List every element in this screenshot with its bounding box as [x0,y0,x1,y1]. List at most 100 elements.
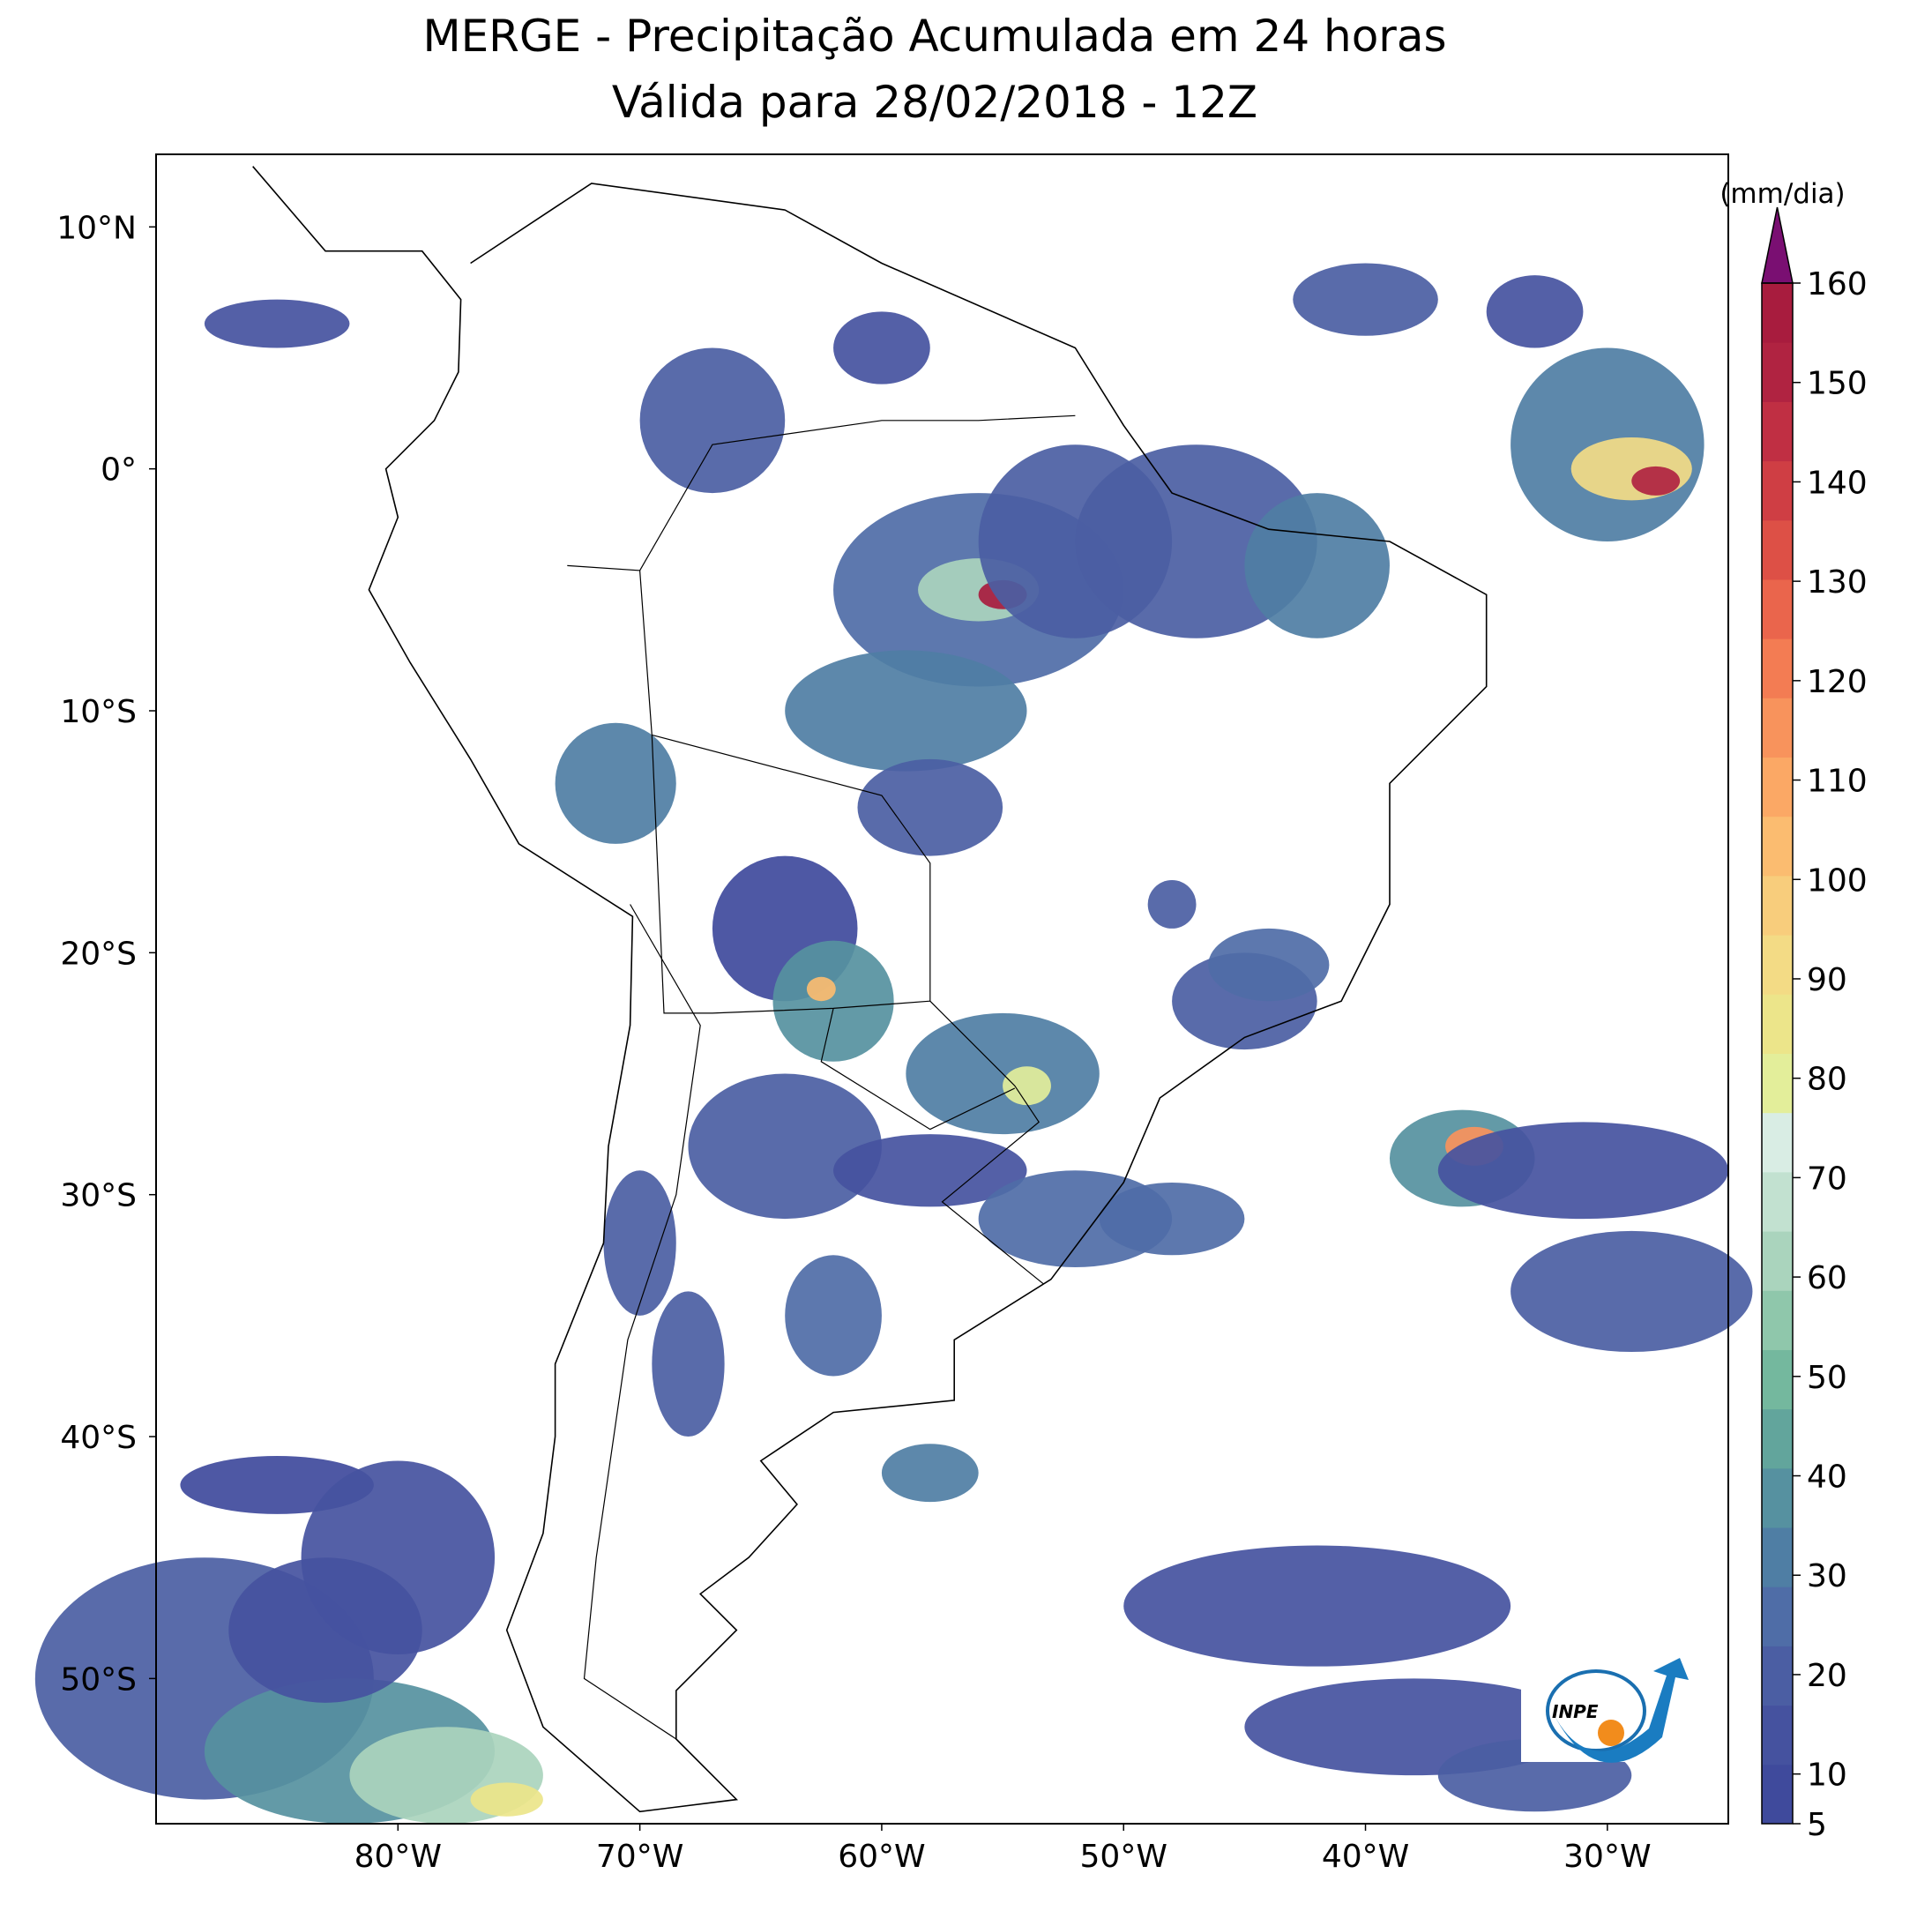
colorbar-band [1762,1349,1793,1410]
x-tick-label: 30°W [1563,1839,1651,1875]
border [651,735,930,1014]
colorbar-tick-label: 90 [1807,962,1847,998]
colorbar-band [1762,579,1793,639]
map-frame [155,153,1729,1825]
precip-patch [688,1073,882,1220]
colorbar-band [1762,1112,1793,1173]
precip-patch [1486,275,1584,348]
colorbar-band [1762,816,1793,877]
precip-patch [1123,1545,1511,1667]
inpe-logo: INPE [1521,1616,1712,1763]
colorbar-tick-label: 150 [1807,366,1868,402]
precip-patch [204,299,350,348]
precip-patch [470,1782,543,1817]
colorbar-band [1762,1171,1793,1232]
colorbar-tick-label: 100 [1807,862,1868,899]
border [820,1008,1016,1131]
logo-arrow [1552,1658,1689,1763]
precip-patch [1631,466,1681,496]
border [583,904,701,1740]
colorbar-band [1762,1527,1793,1587]
precip-patch [1293,263,1438,336]
colorbar: 5 10 20 30 40 50 60 70 80 90 100 110 120 130 140 150 160… [1719,178,1867,1843]
x-tick-label: 80°W [354,1839,442,1875]
colorbar-tick-label: 110 [1807,764,1868,800]
colorbar-tick-label: 60 [1807,1260,1847,1296]
colorbar-band [1762,1408,1793,1469]
precip-patch [639,347,786,494]
x-tick-label: 60°W [838,1839,925,1875]
precip-patch [1437,1122,1728,1220]
colorbar-tick-label: 5 [1807,1807,1827,1843]
colorbar-band [1762,519,1793,580]
colorbar-band [1762,342,1793,402]
x-tick-label: 40°W [1322,1839,1409,1875]
x-tick-label: 50°W [1080,1839,1167,1875]
colorbar-band [1762,1467,1793,1528]
colorbar-band [1762,935,1793,995]
precip-patch [833,1134,1027,1207]
logo-text: INPE [1552,1701,1599,1722]
y-tick-label: 10°S [60,694,137,730]
colorbar-band [1762,283,1793,343]
precip-patch [1003,1066,1051,1106]
colorbar-tick-label: 70 [1807,1161,1847,1197]
y-tick-label: 30°S [60,1178,137,1214]
precip-patch [1147,880,1197,929]
precip-patch [555,722,676,844]
colorbar-band [1762,698,1793,758]
colorbar-tick-label: 130 [1807,564,1868,601]
border [639,414,1076,571]
logo-ring [1546,1669,1646,1752]
colorbar-tick-label: 20 [1807,1658,1847,1694]
precip-patch [652,1291,725,1437]
colorbar-tick-label: 40 [1807,1459,1847,1496]
y-tick-label: 0° [101,452,137,489]
precip-patch [806,976,836,1002]
precip-patch [301,1460,496,1654]
colorbar-tick-label: 10 [1807,1758,1847,1794]
colorbar-tick-label: 140 [1807,465,1868,501]
border [567,564,1045,1285]
y-tick-label: 40°S [60,1420,137,1456]
precip-patch [833,311,930,384]
colorbar-band [1762,757,1793,817]
chart-title: MERGE - Precipitação Acumulada em 24 hor… [422,11,1446,62]
colorbar-band [1762,638,1793,698]
colorbar-band [1762,1705,1793,1765]
colorbar-label: (mm/dia) [1719,178,1845,210]
colorbar-tick-label: 50 [1807,1360,1847,1396]
colorbar-tick-label: 80 [1807,1062,1847,1098]
y-tick-label: 10°N [56,210,137,246]
x-tick-label: 70°W [596,1839,683,1875]
colorbar-extend [1761,206,1794,284]
chart-subtitle: Válida para 28/02/2018 - 12Z [612,77,1257,128]
colorbar-frame [1761,282,1794,1825]
colorbar-tick-label: 30 [1807,1558,1847,1594]
colorbar-tick-label: 120 [1807,664,1868,700]
precip-patch [881,1444,979,1503]
colorbar-band [1762,1646,1793,1706]
precip-patch [1570,437,1692,501]
colorbar-band [1762,1764,1793,1825]
y-tick-label: 50°S [60,1661,137,1698]
colorbar-band [1762,875,1793,936]
colorbar-band [1762,994,1793,1054]
colorbar-band [1762,1290,1793,1350]
precip-patch [1099,1182,1245,1256]
colorbar-band [1762,1586,1793,1646]
precip-patch [1208,928,1330,1002]
precip-patch [603,1170,676,1316]
colorbar-band [1762,460,1793,521]
precip-patch [772,940,894,1062]
colorbar-band [1762,401,1793,462]
colorbar-tick-label: 160 [1807,266,1868,302]
precip-patch [1244,493,1390,638]
precip-patch [857,758,1003,856]
precip-patch [785,1255,882,1377]
colorbar-band [1762,1053,1793,1114]
colorbar-band [1762,1231,1793,1291]
map-area [34,166,1753,1824]
coastline [252,166,1488,1813]
